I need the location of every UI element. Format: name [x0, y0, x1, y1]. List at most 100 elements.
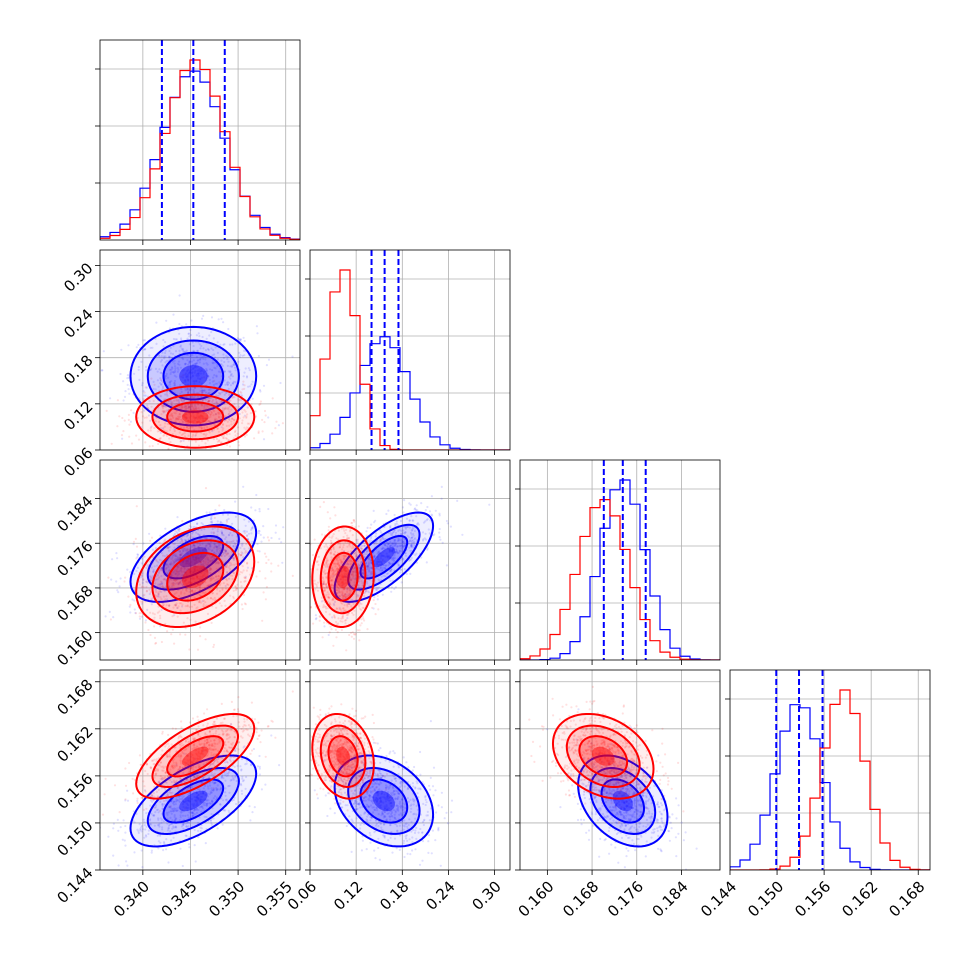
sample-point	[249, 412, 252, 415]
sample-point	[217, 413, 220, 416]
sample-point	[226, 540, 229, 543]
sample-point	[389, 557, 392, 560]
sample-point	[318, 605, 321, 608]
sample-point	[205, 511, 208, 514]
sample-point	[147, 628, 150, 632]
sample-point	[159, 585, 162, 588]
sample-point	[155, 342, 158, 345]
sample-point	[202, 603, 205, 606]
sample-point	[350, 547, 353, 550]
sample-point	[142, 578, 145, 581]
sample-point	[366, 574, 369, 577]
sample-point	[193, 596, 196, 599]
sample-point	[267, 558, 270, 561]
sample-point	[327, 633, 330, 637]
sample-point	[392, 554, 395, 557]
sample-point	[365, 530, 368, 533]
sample-point	[335, 537, 338, 540]
sample-point	[126, 377, 129, 380]
sample-point	[173, 429, 176, 433]
sample-point	[232, 597, 235, 600]
sample-point	[341, 586, 344, 589]
sample-point	[415, 515, 418, 518]
sample-point	[207, 416, 210, 419]
sample-point	[160, 608, 163, 612]
sample-point	[194, 556, 198, 559]
sample-point	[259, 400, 262, 403]
sample-point	[210, 410, 213, 413]
sample-point	[388, 557, 391, 561]
sample-point	[327, 566, 330, 569]
sample-point	[191, 367, 194, 370]
sample-point	[440, 497, 443, 500]
sample-point	[185, 375, 188, 378]
sample-point	[322, 571, 325, 574]
sample-point	[342, 588, 346, 591]
sample-point	[213, 516, 216, 520]
sample-point	[393, 538, 396, 541]
sample-point	[370, 572, 373, 575]
sample-point	[211, 592, 214, 595]
sample-point	[144, 365, 148, 368]
sample-point	[145, 369, 148, 372]
sample-point	[178, 594, 181, 598]
sample-point	[338, 608, 341, 611]
sample-point	[194, 565, 197, 568]
sample-point	[167, 549, 170, 552]
sample-point	[240, 553, 243, 557]
sample-point	[214, 382, 217, 385]
sample-point	[203, 548, 206, 551]
sample-point	[406, 534, 409, 538]
sample-point	[340, 561, 343, 564]
sample-point	[224, 406, 227, 409]
sample-point	[194, 556, 197, 559]
sample-point	[216, 341, 219, 344]
sample-point	[157, 420, 160, 423]
sample-point	[358, 576, 361, 579]
sample-point	[190, 420, 193, 423]
sample-point	[224, 538, 227, 541]
sample-point	[411, 543, 414, 546]
sample-point	[368, 556, 371, 559]
sample-point	[188, 405, 191, 408]
sample-point	[331, 579, 334, 582]
sample-point	[259, 390, 262, 393]
sample-point	[189, 371, 192, 374]
sample-point	[198, 588, 201, 591]
sample-point	[163, 409, 166, 413]
sample-point	[246, 413, 249, 416]
sample-point	[173, 362, 176, 365]
sample-point	[365, 565, 368, 568]
sample-point	[175, 417, 178, 420]
sample-point	[345, 570, 348, 573]
sample-point	[222, 409, 225, 412]
sample-point	[328, 613, 331, 616]
sample-point	[184, 579, 187, 582]
sample-point	[410, 541, 413, 544]
sample-point	[204, 434, 207, 437]
sample-point	[352, 574, 355, 577]
sample-point	[189, 562, 192, 565]
sample-point	[393, 543, 396, 546]
sample-point	[327, 529, 330, 532]
sample-point	[387, 561, 390, 564]
sample-point	[340, 582, 343, 585]
sample-point	[393, 554, 396, 557]
sample-point	[182, 432, 185, 436]
sample-point	[194, 585, 197, 588]
sample-point	[182, 399, 185, 402]
sample-point	[145, 585, 148, 589]
sample-point	[189, 535, 192, 538]
sample-point	[363, 594, 366, 598]
sample-point	[192, 415, 195, 418]
sample-point	[211, 361, 214, 364]
sample-point	[250, 403, 253, 406]
sample-point	[232, 544, 235, 548]
sample-point	[187, 332, 190, 335]
sample-point	[243, 547, 246, 551]
sample-point	[375, 532, 378, 535]
sample-point	[141, 572, 144, 575]
sample-point	[213, 596, 216, 600]
sample-point	[207, 419, 210, 423]
sample-point	[187, 538, 190, 541]
